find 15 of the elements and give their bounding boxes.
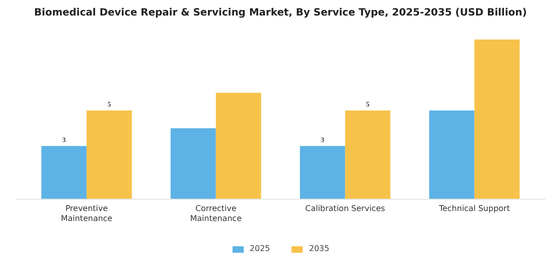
x-tick-label: Preventive Maintenance xyxy=(60,204,112,224)
legend-label: 2025 xyxy=(250,244,270,253)
x-tick-label: Calibration Services xyxy=(305,204,386,214)
x-tick-label: Corrective Maintenance xyxy=(190,204,242,224)
chart-title: Biomedical Device Repair & Servicing Market, By Service Type, 2025-2035 (USD Billion) xyxy=(34,8,527,18)
x-tick-label: Technical Support xyxy=(438,204,510,214)
bar xyxy=(216,92,262,200)
bar xyxy=(345,110,390,200)
bar xyxy=(300,146,346,200)
legend-label: 2035 xyxy=(309,244,330,253)
bar xyxy=(86,110,132,200)
bar xyxy=(474,39,520,200)
bar xyxy=(429,110,474,200)
bar xyxy=(41,146,87,200)
bar xyxy=(170,128,216,200)
